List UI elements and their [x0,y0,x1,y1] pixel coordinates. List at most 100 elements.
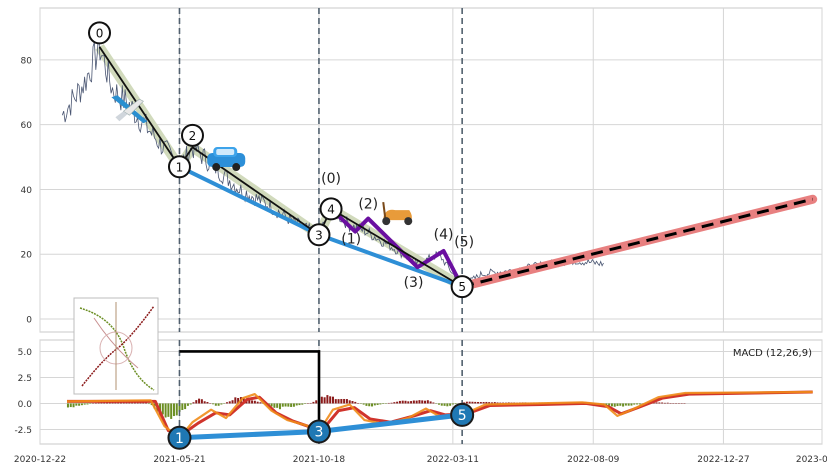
macd-histogram-bar [75,403,78,406]
sub-wave-label: (2) [358,197,378,213]
macd-histogram-bar [666,402,669,404]
price-y-tick-label: 40 [21,186,33,196]
forecast-dashed-line [461,197,814,289]
macd-histogram-bar [633,403,636,405]
sub-wave-label: (1) [341,232,361,248]
macd-histogram-bar [348,400,351,404]
macd-histogram-bar [485,401,488,404]
macd-histogram-bar [276,403,279,408]
macd-histogram-bar [418,400,421,404]
macd-histogram-bar [345,399,348,404]
primary-wave-line [98,46,463,288]
macd-histogram-bar [421,400,424,404]
macd-histogram-bar [376,403,379,405]
x-tick-label: 2022-03-11 [427,455,479,465]
macd-histogram-bar [292,403,295,407]
macd-histogram-bar [451,403,454,405]
macd-histogram-bar [290,403,293,407]
macd-histogram-bar [488,402,491,404]
macd-histogram-bar [365,403,368,406]
macd-histogram-bar [630,403,633,406]
macd-histogram-bar [189,403,192,405]
price-y-tick-label: 80 [21,56,33,66]
macd-histogram-bar [340,398,343,404]
x-tick-label: 2021-05-21 [153,455,205,465]
macd-histogram-bar [412,400,415,404]
sub-wave-label: (3) [404,275,424,291]
macd-histogram-bar [468,401,471,404]
sub-wave-label: (4) [434,227,454,243]
macd-histogram-bar [312,401,315,404]
macd-histogram-bar [390,402,393,404]
macd-histogram-bar [315,400,318,404]
macd-title: MACD (12,26,9) [733,348,812,359]
macd-histogram-bar [426,400,429,404]
primary-wave-marker [319,197,343,221]
macd-histogram-bar [301,403,304,405]
macd-histogram-bar [627,403,630,406]
elliott-wave-chart-icon [73,297,159,395]
x-tick-label: 2021-10-18 [293,455,346,465]
macd-histogram-bar [256,401,259,404]
macd-histogram-bar [446,403,449,407]
macd-histogram-bar [200,399,203,404]
macd-histogram-bar [186,403,189,406]
macd-histogram-bar [178,403,181,412]
macd-histogram-bar [440,403,443,406]
macd-histogram-bar [214,403,217,406]
macd-histogram-bar [331,396,334,404]
macd-histogram-bar [502,402,505,404]
macd-histogram-bar [437,403,440,405]
macd-histogram-bar [217,403,220,406]
macd-histogram-bar [323,397,326,404]
primary-wave-label: 1 [176,160,184,174]
macd-wave-label: 5 [458,408,467,424]
macd-histogram-bar [465,401,468,404]
macd-histogram-bar [225,402,228,404]
macd-wave-label: 3 [314,425,323,441]
macd-histogram-bar [371,403,374,407]
macd-wave-marker [167,425,192,450]
macd-histogram-bar [181,403,184,411]
macd-histogram-bar [663,402,666,404]
macd-histogram-bar [490,402,493,404]
macd-histogram-bar [78,403,81,406]
macd-histogram-bar [443,403,446,406]
macd-histogram-bar [616,403,619,407]
macd-histogram-bar [429,401,432,404]
x-tick-label: 2023-04-12 [796,455,827,465]
macd-histogram-bar [184,403,187,410]
macd-histogram-bar [619,403,622,406]
macd-y-tick-label: 2.5 [18,374,32,384]
macd-histogram-bar [398,400,401,404]
primary-wave-label: 3 [315,228,323,242]
macd-histogram-bar [379,403,382,405]
macd-histogram-bar [610,403,613,407]
macd-histogram-bar [164,403,167,418]
x-tick-label: 2022-12-27 [697,455,749,465]
macd-histogram-bar [499,402,502,404]
macd-histogram-bar [94,402,97,404]
x-tick-label: 2020-12-22 [14,455,66,465]
macd-histogram-bar [278,403,281,410]
macd-histogram-bar [368,403,371,407]
macd-histogram-bar [362,403,365,405]
primary-wave-label: 0 [96,26,104,40]
primary-wave-marker [450,275,474,299]
price-y-tick-label: 0 [26,316,32,326]
macd-histogram-bar [80,403,83,406]
primary-wave-label: 5 [458,280,466,294]
macd-histogram-bar [655,402,658,404]
macd-histogram-bar [231,400,234,404]
primary-wave-marker [180,123,204,147]
macd-histogram-bar [354,401,357,404]
macd-histogram-bar [449,403,452,406]
macd-histogram-bar [161,403,164,415]
macd-histogram-bar [234,397,237,404]
sub-wave-label: (5) [454,235,474,251]
macd-histogram-bar [373,403,376,406]
macd-histogram-bar [463,402,466,404]
car-icon [207,147,246,172]
